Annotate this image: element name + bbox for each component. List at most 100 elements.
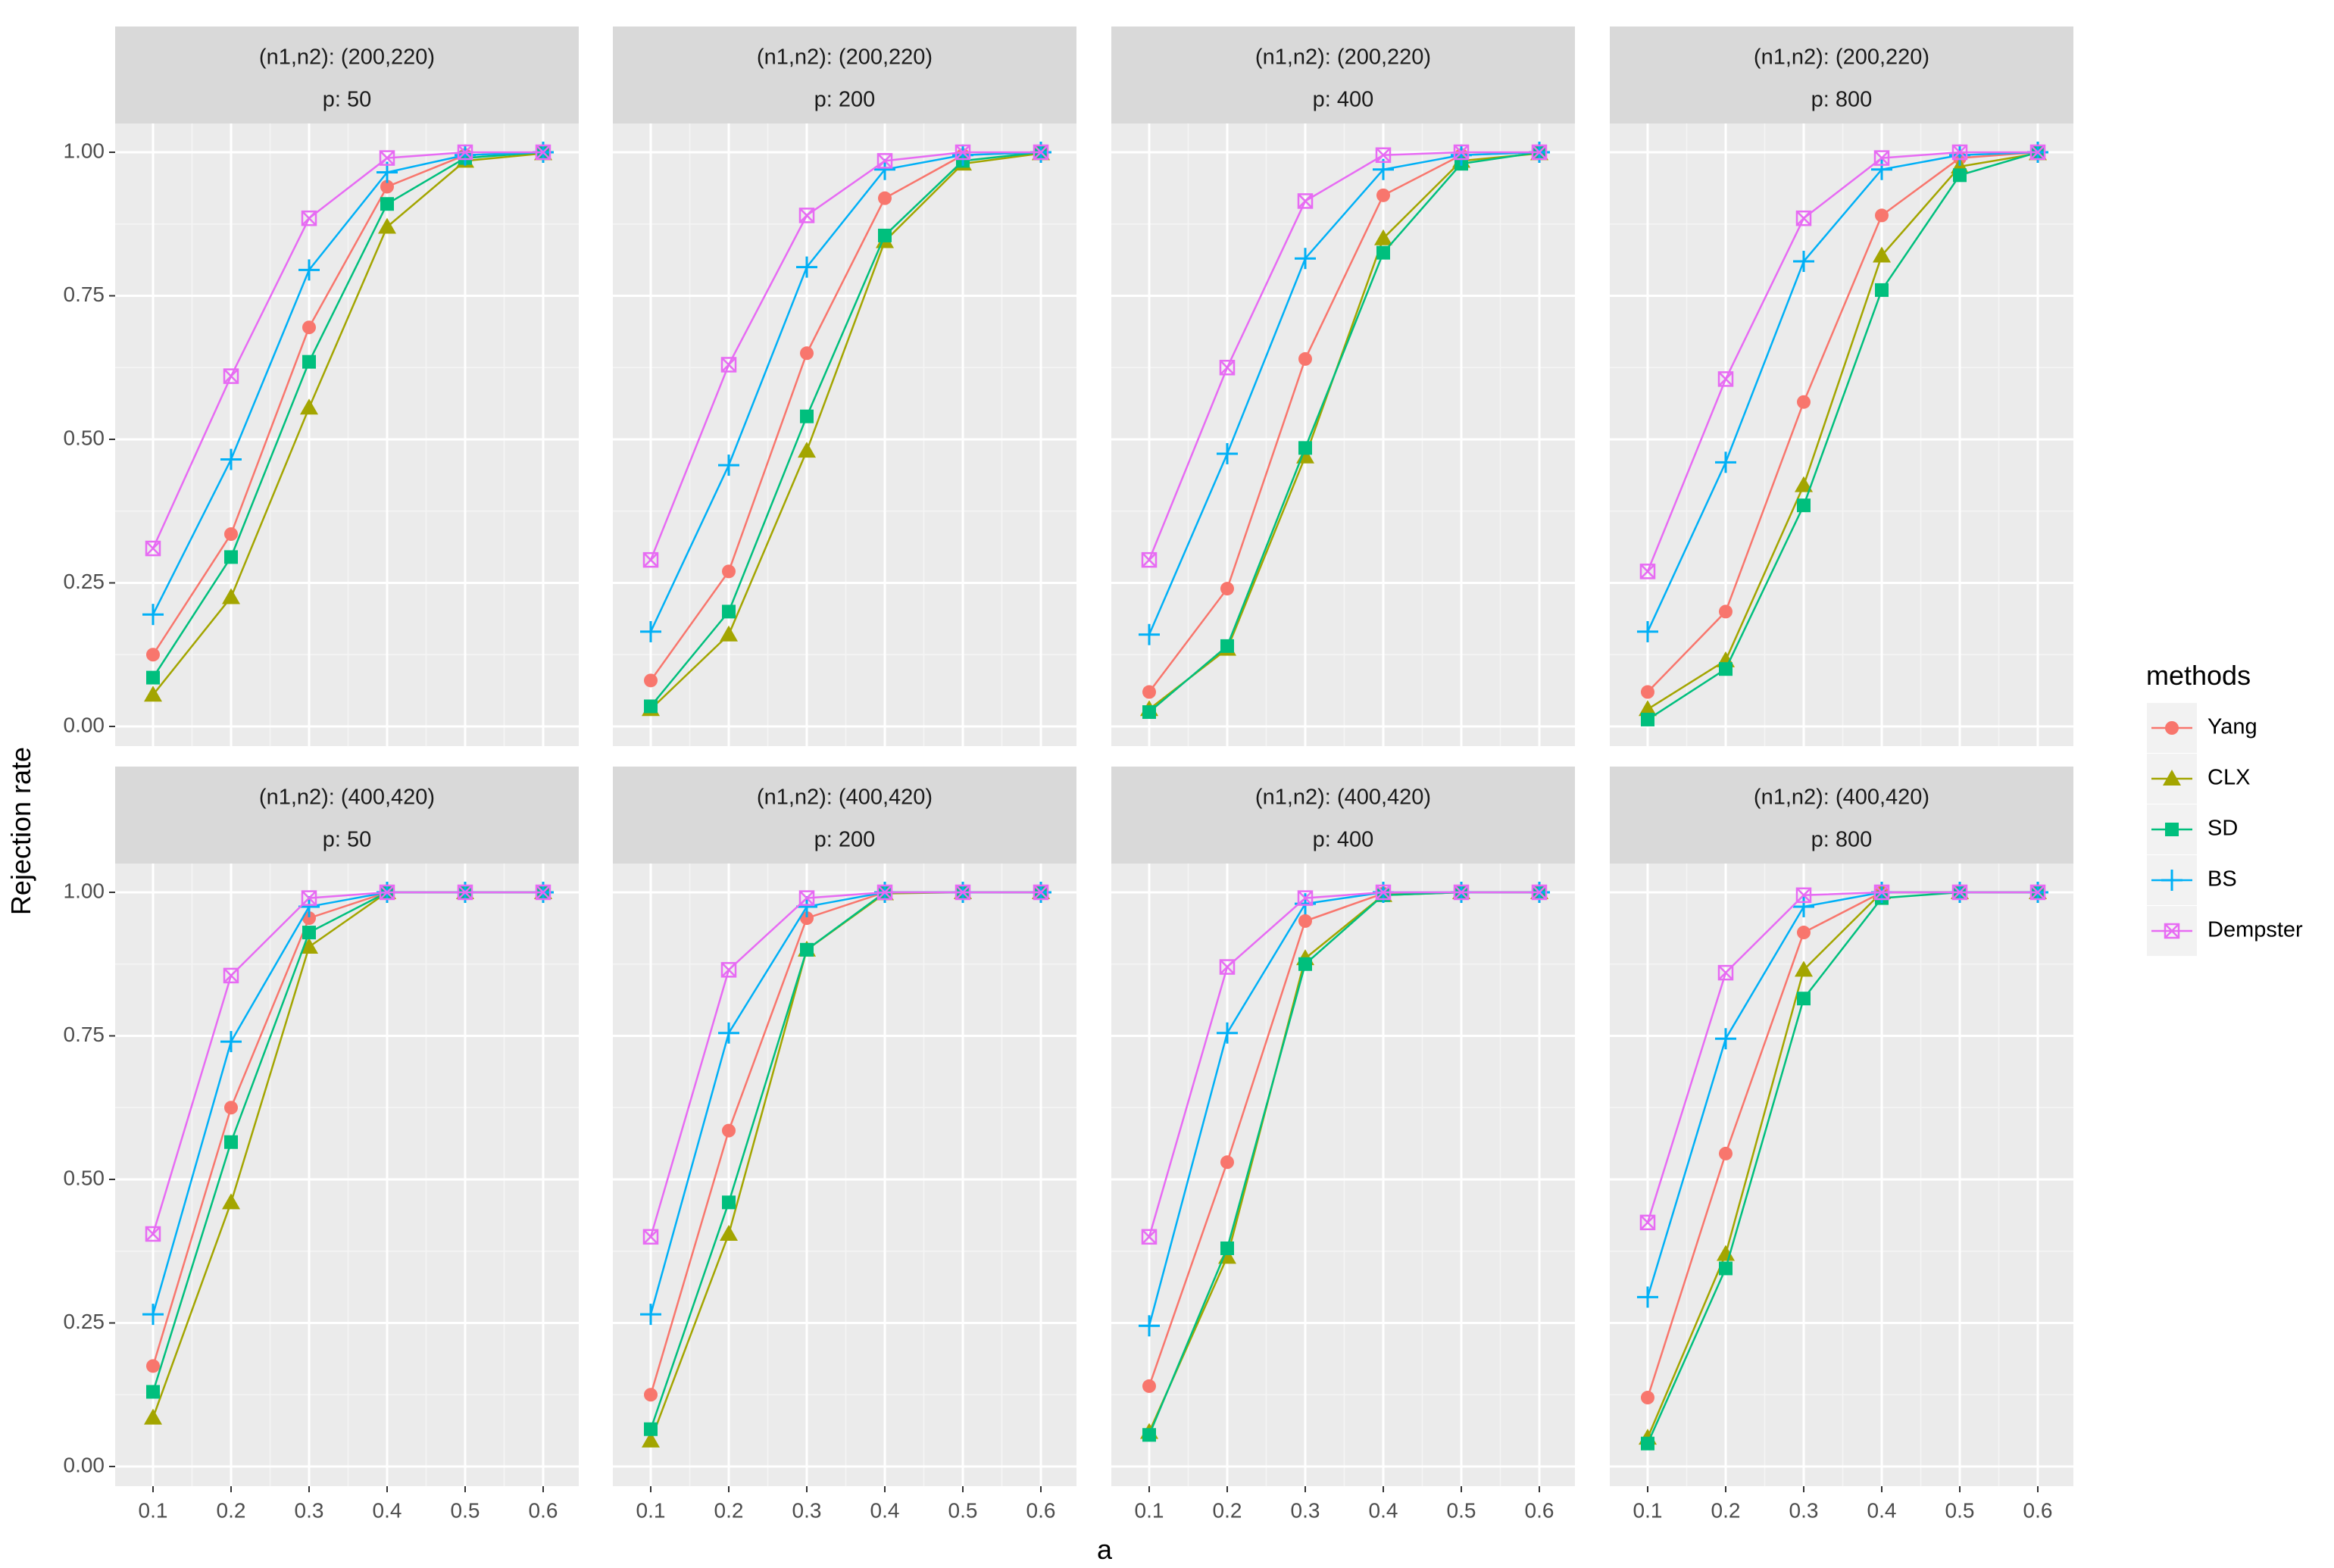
series-line-dempster <box>649 891 1041 1238</box>
data-point-dempster <box>1453 144 1470 161</box>
legend-key-yang-marker <box>2165 721 2179 735</box>
data-point-bs <box>298 259 320 281</box>
panel-5: (n1,n2): (400,420) p: 50 0.00 0.25 0.50 0.75 1… <box>64 767 579 1522</box>
panel-strip <box>1111 767 1575 864</box>
panel-6: (n1,n2): (400,420) p: 200 0.1 0.2 0.3 0.4 0.5 0… <box>613 767 1076 1522</box>
data-point-clx <box>798 442 816 458</box>
data-point-yang <box>1220 1155 1234 1170</box>
series-line-clx <box>1647 152 2039 711</box>
series-line-dempster <box>649 151 1041 561</box>
data-point-sd <box>1298 441 1312 455</box>
data-point-yang <box>1719 1146 1733 1160</box>
series-line-clx <box>152 152 544 696</box>
legend-title: methods <box>2146 660 2251 691</box>
data-point-yang <box>1641 685 1654 699</box>
data-point-yang <box>1641 1391 1654 1405</box>
x-tick-label: 0.4 <box>1867 1498 1897 1522</box>
data-point-dempster <box>798 890 815 906</box>
strip-label-sizes: (n1,n2): (200,220) <box>1255 45 1431 70</box>
x-tick-label: 0.2 <box>1711 1498 1741 1522</box>
data-point-dempster <box>535 144 551 161</box>
data-point-yang <box>1220 582 1234 596</box>
data-point-clx <box>144 1408 162 1425</box>
x-tick-label: 0.2 <box>217 1498 246 1522</box>
data-point-clx <box>1795 476 1813 492</box>
series-line-clx <box>650 152 1042 711</box>
data-point-dempster <box>1453 884 1470 901</box>
data-point-dempster <box>1033 884 1049 901</box>
data-point-dempster <box>876 884 893 901</box>
x-tick-label: 0.3 <box>792 1498 822 1522</box>
strip-label-sizes: (n1,n2): (400,420) <box>757 786 933 810</box>
panel-strip <box>1610 767 2073 864</box>
data-point-sd <box>380 197 394 211</box>
data-point-yang <box>878 191 892 205</box>
data-point-sd <box>644 1422 658 1436</box>
data-point-dempster <box>1531 144 1548 161</box>
series-line-dempster <box>152 891 543 1235</box>
data-point-dempster <box>1297 193 1314 209</box>
data-point-dempster <box>1219 360 1236 376</box>
data-point-sd <box>1376 245 1390 260</box>
series-line-dempster <box>1646 151 2038 572</box>
data-point-yang <box>1142 1379 1156 1393</box>
data-point-bs <box>1871 158 1892 180</box>
data-point-bs <box>142 1304 164 1326</box>
x-tick-label: 0.6 <box>2023 1498 2053 1522</box>
data-point-dempster <box>1297 890 1314 906</box>
panel-background <box>1111 123 1575 746</box>
data-point-dempster <box>1141 551 1158 568</box>
data-point-dempster <box>535 884 551 901</box>
series-line-dempster <box>1646 891 2038 1223</box>
strip-label-p: p: 200 <box>814 88 876 112</box>
legend-label: BS <box>2207 867 2237 892</box>
data-point-bs <box>1715 1028 1736 1050</box>
data-point-clx <box>720 1225 738 1242</box>
data-point-clx <box>378 217 396 234</box>
data-point-dempster <box>457 144 473 161</box>
data-point-clx <box>720 625 738 642</box>
data-point-dempster <box>1951 144 1968 161</box>
panel-background <box>1111 864 1575 1486</box>
panels-layer: (n1,n2): (200,220) p: 50 0.00 0.25 0.50 0.75 1… <box>64 27 2073 1522</box>
series-line-clx <box>1148 152 1540 711</box>
series-line-bs <box>1148 151 1540 636</box>
data-point-clx <box>1717 1245 1735 1261</box>
data-point-clx <box>642 1431 660 1448</box>
data-point-dempster <box>1375 884 1392 901</box>
data-point-dempster <box>642 1229 659 1245</box>
data-point-yang <box>380 180 394 194</box>
data-point-dempster <box>301 890 317 906</box>
panel-strip <box>1610 27 2073 123</box>
data-point-dempster <box>1639 564 1656 579</box>
x-tick-label: 0.1 <box>139 1498 168 1522</box>
strip-label-sizes: (n1,n2): (200,220) <box>259 45 435 70</box>
strip-label-p: p: 800 <box>1811 828 1873 852</box>
data-point-dempster <box>1873 884 1890 901</box>
data-point-dempster <box>798 208 815 223</box>
data-point-bs <box>1295 248 1316 270</box>
x-tick-label: 0.5 <box>1447 1498 1476 1522</box>
data-point-yang <box>146 648 160 662</box>
data-point-bs <box>1217 442 1238 464</box>
legend-label: CLX <box>2207 766 2250 790</box>
strip-label-sizes: (n1,n2): (200,220) <box>1754 45 1929 70</box>
series-line-dempster <box>1148 891 1539 1238</box>
panel-background <box>613 123 1076 746</box>
data-point-bs <box>718 1022 739 1044</box>
data-point-sd <box>1641 712 1654 726</box>
x-tick-label: 0.6 <box>1525 1498 1554 1522</box>
legend-key-sd-marker <box>2165 823 2179 836</box>
data-point-dempster <box>955 884 971 901</box>
data-point-yang <box>1797 926 1811 940</box>
data-point-yang <box>302 911 316 926</box>
data-point-dempster <box>1219 959 1236 975</box>
data-point-dempster <box>720 962 737 978</box>
data-point-sd <box>1641 1436 1654 1451</box>
data-point-clx <box>1374 229 1392 245</box>
data-point-dempster <box>1795 887 1812 904</box>
legend-item-dempster: Dempster <box>2147 906 2303 956</box>
data-point-yang <box>722 564 736 579</box>
strip-label-p: p: 50 <box>323 828 372 852</box>
